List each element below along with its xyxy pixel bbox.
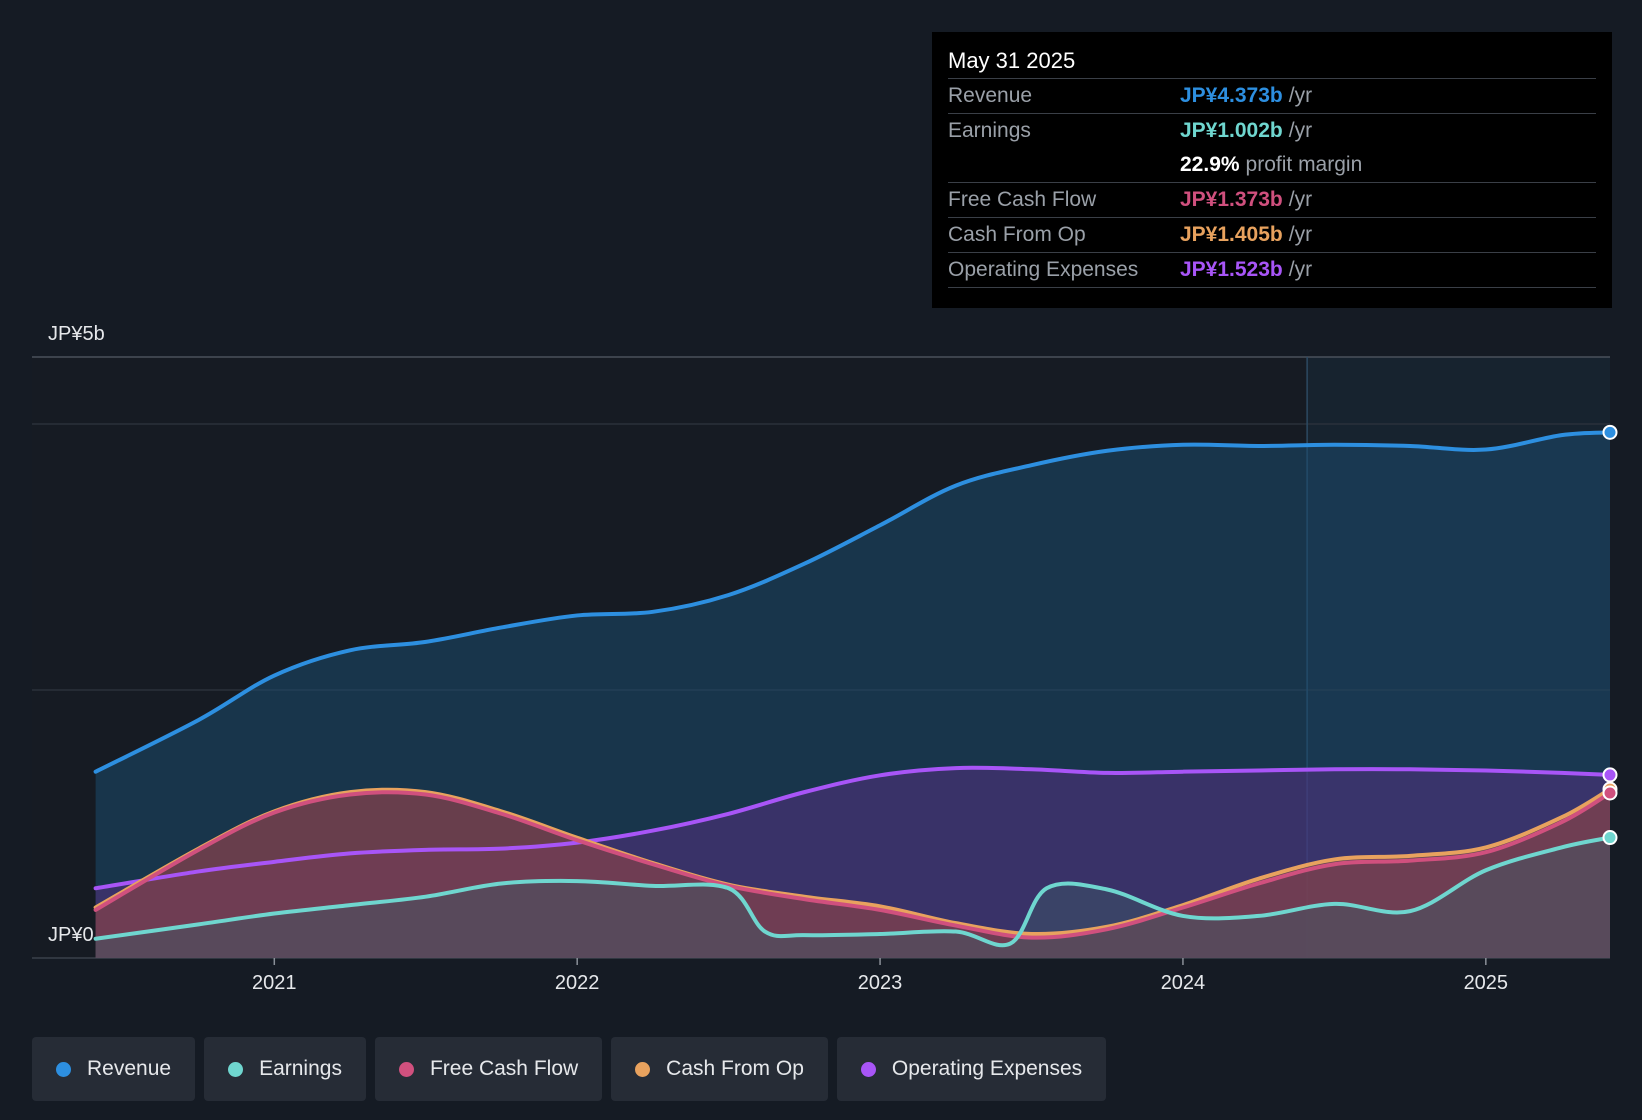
tooltip-unit: /yr xyxy=(1288,258,1313,281)
series-end-dots xyxy=(1602,424,1618,846)
legend-dot-icon xyxy=(56,1061,71,1077)
legend: Revenue Earnings Free Cash Flow Cash Fro… xyxy=(32,1037,1107,1101)
legend-label: Revenue xyxy=(87,1057,172,1080)
legend-dot-icon xyxy=(398,1061,414,1077)
tooltip-divider xyxy=(948,287,1596,288)
tooltip-value: JP¥1.002b xyxy=(1180,119,1283,142)
tooltip-label: Revenue xyxy=(948,84,1033,107)
operating-expenses-end-dot xyxy=(1602,767,1618,783)
tooltip-label: Cash From Op xyxy=(948,223,1086,246)
tooltip-label: Free Cash Flow xyxy=(948,188,1097,211)
legend-dot-icon xyxy=(228,1061,244,1077)
tooltip-value: JP¥1.523b xyxy=(1180,258,1283,281)
series-areas xyxy=(95,432,1610,959)
tooltip-date: May 31 2025 xyxy=(948,48,1076,73)
y-axis-top-label: JP¥5b xyxy=(48,323,105,345)
x-axis-ticks: 2021 2022 2023 2024 2025 xyxy=(252,958,1508,994)
legend-dot-icon xyxy=(860,1061,876,1077)
legend-dot-icon xyxy=(635,1061,651,1077)
tooltip-row-revenue: Revenue JP¥4.373b /yr xyxy=(948,78,1596,113)
legend-label: Operating Expenses xyxy=(891,1057,1083,1080)
tooltip-unit: /yr xyxy=(1288,223,1313,246)
earnings-line xyxy=(93,835,1612,948)
tooltip-label: Earnings xyxy=(948,119,1031,142)
tooltip-row-free-cash-flow: Free Cash Flow JP¥1.373b /yr xyxy=(948,182,1596,217)
legend-item-free-cash-flow[interactable]: Free Cash Flow xyxy=(374,1037,603,1101)
tooltip-value: JP¥4.373b xyxy=(1180,84,1283,107)
revenue-end-dot xyxy=(1602,424,1618,440)
series-lines xyxy=(93,430,1612,948)
tooltip-value: JP¥1.405b xyxy=(1180,223,1283,246)
x-tick-label: 2021 xyxy=(252,972,297,994)
tooltip-value: 22.9% xyxy=(1180,153,1240,176)
legend-label: Free Cash Flow xyxy=(429,1057,579,1080)
tooltip-row-cash-from-op: Cash From Op JP¥1.405b /yr xyxy=(948,217,1596,252)
y-axis-bottom-label: JP¥0 xyxy=(48,924,94,946)
legend-label: Earnings xyxy=(259,1057,342,1080)
tooltip-unit: /yr xyxy=(1288,119,1313,142)
legend-label: Cash From Op xyxy=(666,1057,804,1080)
tooltip-row-profit-margin: 22.9% profit margin xyxy=(948,148,1596,182)
free-cash-flow-end-dot xyxy=(1602,785,1618,801)
tooltip-row-operating-expenses: Operating Expenses JP¥1.523b /yr xyxy=(948,252,1596,287)
x-tick-label: 2025 xyxy=(1464,972,1509,994)
operating-expenses-line xyxy=(93,765,1612,891)
tooltip-row-earnings: Earnings JP¥1.002b /yr xyxy=(948,113,1596,148)
tooltip-label: Operating Expenses xyxy=(948,258,1139,281)
tooltip-unit: profit margin xyxy=(1245,153,1363,176)
legend-item-cash-from-op[interactable]: Cash From Op xyxy=(611,1037,828,1101)
tooltip: May 31 2025 Revenue JP¥4.373b /yr Earnin… xyxy=(932,32,1612,308)
x-tick-label: 2023 xyxy=(858,972,903,994)
legend-item-operating-expenses[interactable]: Operating Expenses xyxy=(836,1037,1107,1101)
legend-item-earnings[interactable]: Earnings xyxy=(204,1037,366,1101)
earnings-area xyxy=(95,837,1610,958)
tooltip-unit: /yr xyxy=(1288,84,1313,107)
earnings-end-dot xyxy=(1602,830,1618,846)
x-tick-label: 2024 xyxy=(1161,972,1206,994)
x-tick-label: 2022 xyxy=(555,972,600,994)
tooltip-unit: /yr xyxy=(1288,188,1313,211)
cash-from-op-line xyxy=(93,787,1612,937)
free-cash-flow-line xyxy=(93,790,1612,940)
tooltip-value: JP¥1.373b xyxy=(1180,188,1283,211)
revenue-line xyxy=(93,430,1612,774)
legend-item-revenue[interactable]: Revenue xyxy=(32,1037,196,1101)
